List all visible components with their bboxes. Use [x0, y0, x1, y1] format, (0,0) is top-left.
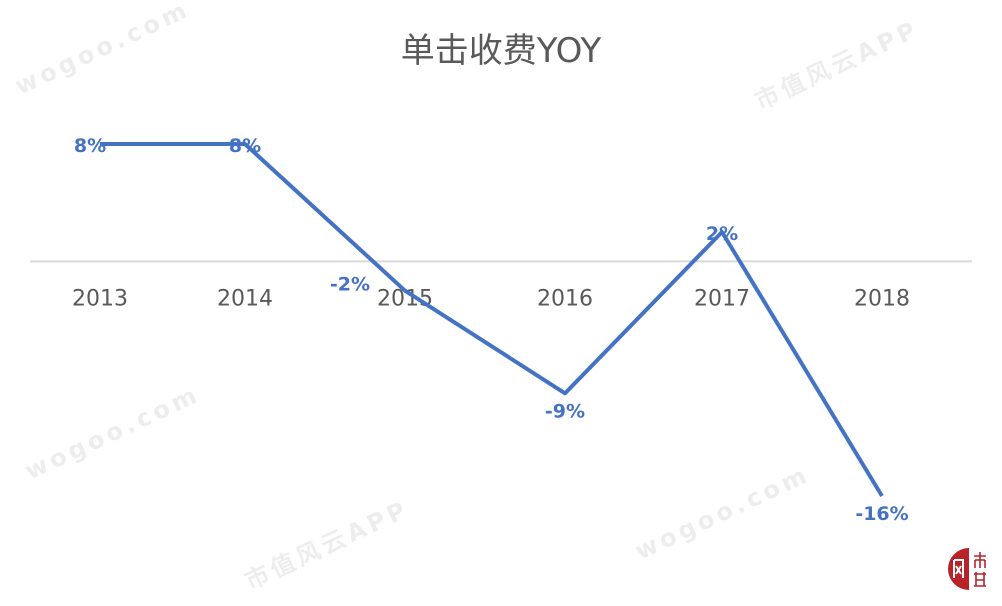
brand-logo — [948, 548, 986, 590]
x-tick-label: 2013 — [72, 286, 128, 311]
data-label: 2% — [706, 223, 738, 245]
chart-title: 单击收费YOY — [401, 31, 602, 71]
data-label: -9% — [545, 400, 585, 422]
data-label: -2% — [330, 274, 370, 296]
data-label: 8% — [74, 135, 106, 157]
x-tick-label: 2014 — [217, 286, 273, 311]
x-tick-label: 2016 — [537, 286, 593, 311]
data-label: 8% — [229, 135, 261, 157]
x-tick-label: 2017 — [694, 286, 750, 311]
series-line — [100, 142, 884, 498]
x-tick-label: 2018 — [854, 286, 910, 311]
data-label: -16% — [855, 503, 908, 525]
